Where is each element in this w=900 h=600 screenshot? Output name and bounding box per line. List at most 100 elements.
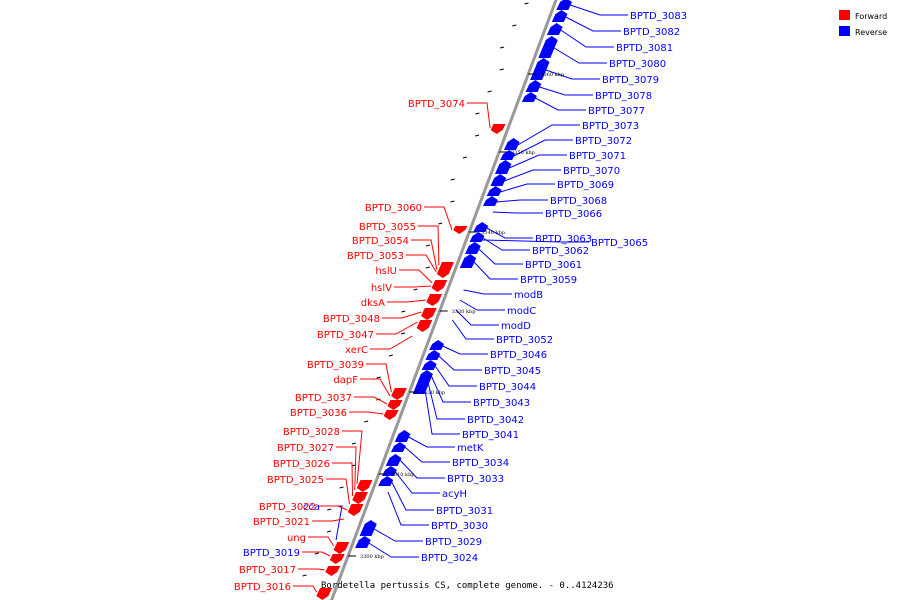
backbone-dash (401, 310, 406, 313)
backbone-dash (450, 200, 455, 203)
reverse-leader-line (513, 139, 573, 157)
forward-leader-line (360, 378, 391, 397)
forward-gene (436, 262, 455, 278)
reverse-gene (390, 442, 406, 452)
reverse-gene-label: BPTD_3052 (496, 335, 553, 346)
reverse-gene (425, 350, 441, 360)
backbone-dash (425, 244, 431, 247)
reverse-leader-line (535, 97, 586, 111)
reverse-gene (465, 242, 481, 254)
reverse-gene-label: BPTD_3081 (616, 43, 673, 54)
forward-leader-line (336, 446, 357, 491)
reverse-gene-label: modD (501, 321, 531, 332)
backbone-dash (425, 266, 430, 269)
forward-gene (325, 566, 341, 576)
reverse-leader-line (404, 446, 450, 463)
reverse-leader-line (539, 86, 593, 96)
reverse-gene-label: modB (514, 290, 543, 301)
forward-gene-label: hslV (371, 283, 392, 294)
forward-leader-line (376, 321, 418, 335)
scale-tick-label: 3320 kbp (421, 390, 445, 396)
reverse-gene (469, 232, 485, 242)
reverse-gene-label: BPTD_3046 (490, 350, 547, 361)
forward-leader-line (370, 335, 413, 350)
forward-gene-label: BPTD_3021 (253, 517, 310, 528)
reverse-gene-label: BPTD_3070 (563, 166, 620, 177)
reverse-gene (525, 80, 542, 92)
backbone-dash (475, 134, 480, 137)
forward-gene (347, 504, 364, 516)
forward-gene-label: BPTD_3025 (267, 475, 324, 486)
reverse-leader-line (391, 481, 434, 511)
reverse-leader-line (482, 239, 589, 243)
reverse-gene-label: BPTD_3059 (520, 275, 577, 286)
reverse-gene-label: BPTD_3043 (473, 398, 530, 409)
reverse-gene-label: BPTD_3066 (545, 209, 602, 220)
backbone-dash (499, 46, 505, 49)
reverse-leader-line (459, 299, 505, 311)
forward-leader-line (298, 568, 325, 571)
forward-gene-label: BPTD_3017 (239, 565, 296, 576)
reverse-gene-label: BPTD_3071 (569, 151, 626, 162)
reverse-leader-line (442, 345, 488, 355)
reverse-leader-line (569, 4, 628, 16)
forward-gene (421, 308, 437, 320)
forward-leader-line (302, 551, 331, 557)
backbone-dash (326, 530, 332, 533)
reverse-leader-line (430, 375, 471, 403)
legend-label-forward: Forward (855, 12, 887, 21)
forward-gene-label: BPTD_3016 (234, 582, 291, 593)
reverse-gene-label: BPTD_3062 (532, 246, 589, 257)
reverse-gene-label: BPTD_3080 (609, 59, 666, 70)
reverse-gene-label: BPTD_3031 (436, 506, 493, 517)
backbone-dash (302, 574, 307, 577)
backbone-dash (499, 68, 504, 71)
reverse-gene (378, 476, 394, 486)
forward-gene-label: BPTD_3053 (347, 251, 404, 262)
reverse-gene-label: BPTD_3078 (595, 91, 652, 102)
backbone-dash (413, 288, 418, 291)
reverse-gene (459, 254, 477, 268)
forward-gene-label: BPTD_3060 (365, 203, 422, 214)
genome-caption: Bordetella pertussis CS, complete genome… (321, 581, 614, 591)
reverse-leader-line (553, 47, 607, 64)
forward-gene-label: BPTD_3054 (352, 236, 409, 247)
reverse-leader-line (478, 248, 523, 265)
reverse-leader-line (427, 383, 465, 420)
forward-gene-label: BPTD_3028 (283, 427, 340, 438)
reverse-leader-line (500, 183, 555, 193)
reverse-gene-label: BPTD_3082 (623, 27, 680, 38)
reverse-leader-line (473, 261, 518, 280)
reverse-leader-line (368, 542, 419, 558)
backbone-dash (524, 2, 529, 5)
forward-leader-line (424, 206, 453, 231)
backbone-dash (388, 354, 393, 357)
reverse-gene-label: BPTD_3030 (431, 521, 488, 532)
backbone-dash (487, 90, 492, 93)
forward-leader-line (411, 239, 438, 271)
forward-gene (453, 226, 468, 234)
reverse-gene-label: BPTD_3041 (462, 430, 519, 441)
forward-gene-label: BPTD_3019 (243, 548, 300, 559)
reverse-gene (421, 360, 437, 370)
forward-gene-label: BPTD_3027 (277, 443, 334, 454)
reverse-gene (482, 196, 498, 206)
reverse-gene-label: BPTD_3083 (630, 11, 687, 22)
forward-leader-line (467, 102, 491, 129)
forward-leader-line (322, 505, 343, 541)
forward-gene-label: BPTD_3037 (295, 393, 352, 404)
backbone-dash (450, 178, 455, 181)
forward-leader-line (399, 269, 433, 284)
forward-gene (383, 410, 399, 420)
reverse-leader-line (504, 169, 561, 182)
reverse-gene (355, 536, 371, 548)
scale-tick-label: 3310 kbp (391, 472, 415, 478)
forward-leader-line (387, 299, 426, 303)
legend: Forward Reverse (839, 10, 887, 37)
reverse-gene-label: BPTD_3034 (452, 458, 509, 469)
forward-leader-line (406, 254, 437, 273)
forward-leader-line (293, 585, 318, 593)
forward-leader-line (382, 311, 422, 319)
forward-leader-line (349, 411, 384, 415)
forward-gene-label: BPTD_3048 (323, 314, 380, 325)
